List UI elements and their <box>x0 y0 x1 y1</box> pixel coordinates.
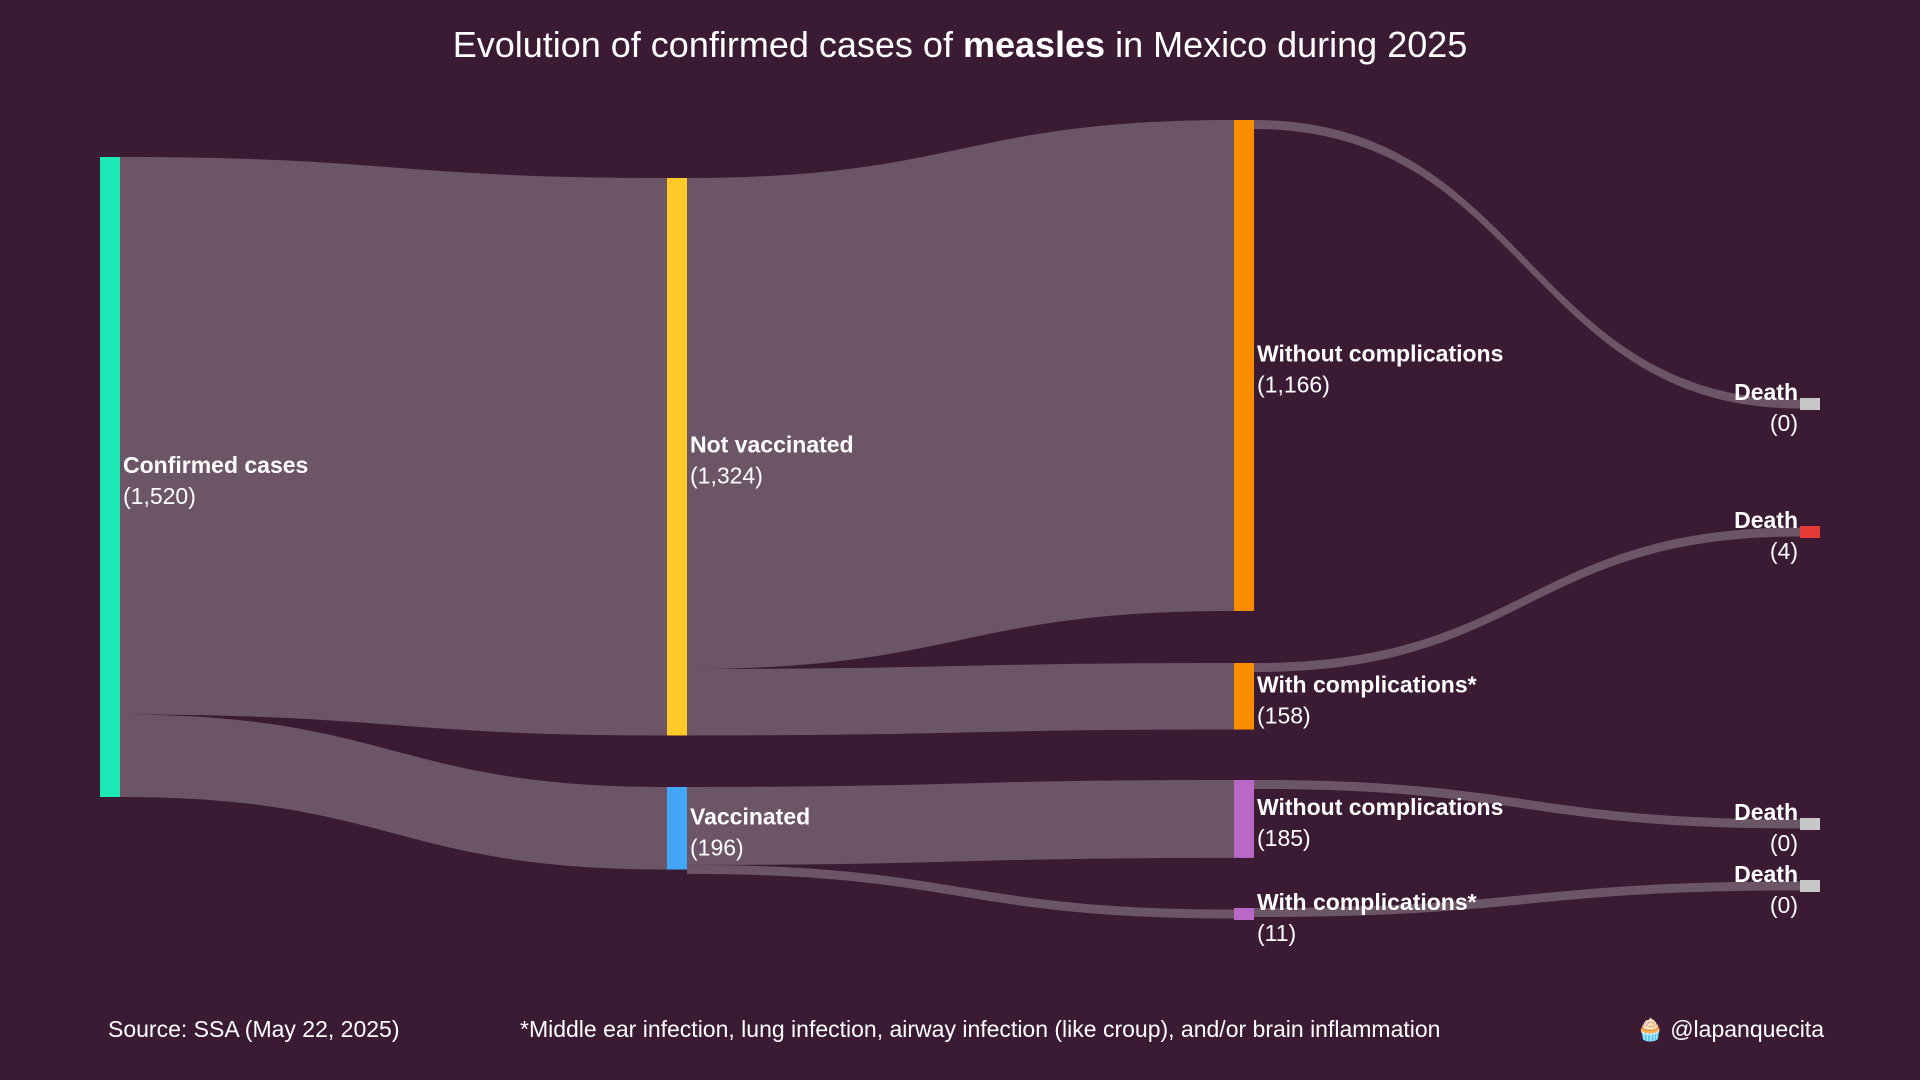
label-value-death_nv_without: (0) <box>1770 410 1798 436</box>
label-death_nv_with: Death (4) <box>1734 507 1798 564</box>
link-vaccinated-to-v_without <box>687 780 1234 865</box>
links <box>120 120 1800 919</box>
link-nv_with-to-death_nv_with <box>1254 527 1800 672</box>
label-name-confirmed: Confirmed cases <box>123 452 308 478</box>
link-vaccinated-to-v_with <box>687 864 1234 919</box>
label-name-nv_without: Without complications <box>1257 340 1503 366</box>
node-death_nv_with <box>1800 526 1820 538</box>
label-name-v_with: With complications* <box>1257 889 1477 915</box>
label-value-v_without: (185) <box>1257 825 1311 851</box>
node-death_v_without <box>1800 818 1820 830</box>
node-confirmed <box>100 157 120 797</box>
node-nv_with <box>1234 663 1254 730</box>
label-death_nv_without: Death (0) <box>1734 379 1798 436</box>
link-nv_without-to-death_nv_without <box>1254 120 1800 409</box>
label-value-vaccinated: (196) <box>690 834 744 860</box>
label-name-death_v_with: Death <box>1734 861 1798 887</box>
node-death_nv_without <box>1800 398 1820 410</box>
label-value-nv_without: (1,166) <box>1257 371 1330 397</box>
label-value-death_v_with: (0) <box>1770 892 1798 918</box>
footnote: *Middle ear infection, lung infection, a… <box>520 1016 1441 1042</box>
label-nv_without: Without complications (1,166) <box>1257 340 1503 397</box>
label-confirmed: Confirmed cases (1,520) <box>123 452 308 509</box>
label-death_v_without: Death (0) <box>1734 799 1798 856</box>
node-v_with <box>1234 908 1254 920</box>
link-confirmed-to-not_vaccinated <box>120 157 667 736</box>
link-v_with-to-death_v_with <box>1254 881 1800 917</box>
label-value-nv_with: (158) <box>1257 702 1311 728</box>
link-not_vaccinated-to-nv_with <box>687 663 1234 736</box>
label-vaccinated: Vaccinated (196) <box>690 803 810 860</box>
label-death_v_with: Death (0) <box>1734 861 1798 918</box>
node-nv_without <box>1234 120 1254 611</box>
source-note: Source: SSA (May 22, 2025) <box>108 1016 400 1042</box>
node-not_vaccinated <box>667 178 687 736</box>
cupcake-icon: 🧁 <box>1636 1017 1665 1042</box>
label-not_vaccinated: Not vaccinated (1,324) <box>690 432 854 489</box>
label-name-v_without: Without complications <box>1257 794 1503 820</box>
label-name-vaccinated: Vaccinated <box>690 803 810 829</box>
title-bold: measles <box>962 24 1106 65</box>
label-name-not_vaccinated: Not vaccinated <box>690 432 854 458</box>
chart-title: Evolution of confirmed cases of measles … <box>0 24 1920 66</box>
link-v_without-to-death_v_without <box>1254 780 1800 829</box>
label-name-nv_with: With complications* <box>1257 671 1477 697</box>
node-vaccinated <box>667 787 687 870</box>
link-confirmed-to-vaccinated <box>120 714 667 870</box>
label-v_without: Without complications (185) <box>1257 794 1503 851</box>
nodes: Confirmed cases (1,520) Not vaccinated (1,3… <box>100 120 1820 946</box>
credit: 🧁 @lapanquecita <box>1637 1016 1824 1043</box>
title-prefix: Evolution of confirmed cases of <box>452 24 963 65</box>
label-v_with: With complications* (11) <box>1257 889 1477 946</box>
label-value-death_nv_with: (4) <box>1770 538 1798 564</box>
label-name-death_v_without: Death <box>1734 799 1798 825</box>
label-value-not_vaccinated: (1,324) <box>690 463 763 489</box>
node-death_v_with <box>1800 880 1820 892</box>
node-v_without <box>1234 780 1254 858</box>
label-value-death_v_without: (0) <box>1770 830 1798 856</box>
label-value-v_with: (11) <box>1257 920 1296 946</box>
label-name-death_nv_without: Death <box>1734 379 1798 405</box>
title-suffix: in Mexico during 2025 <box>1105 24 1468 65</box>
label-value-confirmed: (1,520) <box>123 483 196 509</box>
label-name-death_nv_with: Death <box>1734 507 1798 533</box>
link-not_vaccinated-to-nv_without <box>687 120 1234 669</box>
label-nv_with: With complications* (158) <box>1257 671 1477 728</box>
credit-handle: @lapanquecita <box>1670 1016 1824 1042</box>
